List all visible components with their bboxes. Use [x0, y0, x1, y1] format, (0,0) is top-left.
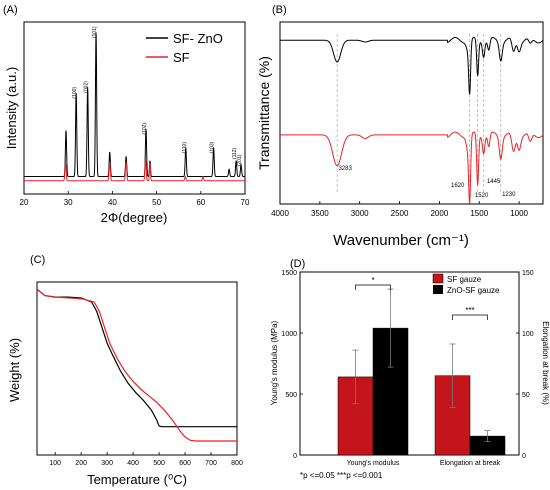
- panel-c-curves: [36, 288, 237, 442]
- x-category-label: Elongation at break: [440, 460, 501, 467]
- y2-tick-label: 150: [522, 270, 534, 277]
- band-label: 1520: [475, 193, 489, 199]
- panel-a-annotations: (100) (002) (101) (102) (110) (103) (112)(201): [72, 26, 243, 166]
- panel-a-legend: SF- ZnO SF: [146, 31, 223, 65]
- peak-annotation: (110): [182, 142, 188, 154]
- panel-d-ylabel: Young's modulus (MPa): [270, 320, 279, 405]
- y-tick-label: 0: [293, 453, 297, 460]
- x-tick-label: 2500: [391, 209, 409, 218]
- panel-d-significance: ****: [355, 276, 488, 320]
- significance-marker: ***: [465, 306, 474, 315]
- x-tick-label: 300: [101, 460, 113, 467]
- series-line-sf: [36, 288, 237, 442]
- panel-b-annotations: 3283 1620 1520 1445 1230: [338, 166, 516, 199]
- band-label: 1620: [451, 183, 465, 189]
- panel-a-ticks: 20 30 40 50 60 70: [20, 191, 250, 207]
- panel-d-bars: Young's modulus Elongation at break: [337, 288, 506, 467]
- peak-annotation: (201): [237, 154, 243, 166]
- panel-c-ylabel: Weight (%): [7, 338, 22, 402]
- panel-d: (D) 0 500 1000 1500 0 50 100 150 Young's modulu…: [270, 258, 550, 480]
- legend-swatch-sf-gauze: [432, 273, 444, 284]
- x-tick-label: 100: [49, 460, 61, 467]
- peak-annotation: (002): [84, 81, 90, 93]
- y-tick-label: 500: [285, 392, 297, 399]
- x-tick-label: 700: [205, 460, 217, 467]
- panel-b-frame: [279, 21, 544, 205]
- panel-a: (A) 20 30 40 50 60 70 (100) (002) (101) (102) (11…: [3, 4, 250, 225]
- y-tick-label: 1500: [281, 270, 297, 277]
- panel-d-y2label: Elongation at break (%): [541, 321, 550, 405]
- x-tick-label: 20: [20, 198, 29, 207]
- panel-a-xlabel: 2Φ(degree): [101, 210, 168, 225]
- series-line-sf: [280, 131, 544, 204]
- x-tick-label: 600: [179, 460, 191, 467]
- panel-d-frame: [299, 271, 520, 456]
- legend-label-sf-zno: SF- ZnO: [173, 31, 223, 46]
- panel-b-ticks: 4000 3500 3000 2500 2000 1500 1000: [271, 201, 529, 218]
- significance-bracket: [452, 314, 488, 320]
- panel-a-ylabel: Intensity (a.u.): [4, 67, 19, 149]
- peak-annotation: (100): [72, 87, 78, 99]
- significance-marker: *: [371, 276, 374, 285]
- panel-c-label: (C): [30, 254, 45, 266]
- panel-b-label: (B): [272, 4, 287, 16]
- y2-tick-label: 50: [522, 392, 530, 399]
- peak-annotation: (102): [142, 123, 148, 135]
- panel-d-footnote: *p <=0.05 ***p <=0.001: [300, 471, 383, 480]
- x-tick-label: 4000: [271, 209, 289, 218]
- panel-a-curves: [24, 32, 245, 182]
- x-tick-label: 200: [75, 460, 87, 467]
- x-tick-label: 800: [231, 460, 243, 467]
- band-label: 1445: [487, 179, 501, 185]
- x-tick-label: 1000: [510, 209, 528, 218]
- panel-c-xlabel: Temperature (⁰C): [87, 472, 187, 487]
- legend-label-sf-gauze: SF gauze: [447, 275, 482, 284]
- band-label: 1230: [502, 192, 516, 198]
- legend-label-zno-sf-gauze: ZnO-SF gauze: [447, 286, 500, 295]
- peak-annotation: (101): [92, 26, 98, 38]
- x-tick-label: 30: [64, 198, 73, 207]
- x-tick-label: 40: [108, 198, 117, 207]
- panel-d-legend: SF gauze ZnO-SF gauze: [432, 273, 500, 295]
- x-tick-label: 1500: [470, 209, 488, 218]
- panel-a-frame: [23, 21, 246, 195]
- panel-d-ticks: 0 500 1000 1500 0 50 100 150: [281, 270, 533, 460]
- legend-label-sf: SF: [173, 50, 190, 65]
- legend-swatch-zno-sf-gauze: [433, 285, 443, 294]
- panel-b-ylabel: Transmittance (%): [256, 56, 272, 170]
- x-category-label: Young's modulus: [347, 460, 400, 467]
- panel-b-xlabel: Wavenumber (cm⁻¹): [333, 232, 469, 249]
- x-tick-label: 3000: [351, 209, 369, 218]
- y2-tick-label: 100: [522, 331, 534, 338]
- x-tick-label: 2000: [430, 209, 448, 218]
- peak-annotation: (112): [232, 147, 238, 159]
- panel-b-curves: [280, 36, 544, 204]
- series-line-sf-zno: [36, 288, 237, 428]
- series-line-sf: [24, 159, 245, 182]
- significance-bracket: [355, 284, 391, 290]
- panel-a-label: (A): [3, 4, 18, 16]
- x-tick-label: 3500: [311, 209, 329, 218]
- x-tick-label: 60: [196, 198, 205, 207]
- panel-c: (C) 100 200 300 400 500 600 700 800 Weight (%) …: [7, 254, 243, 487]
- panel-d-label: (D): [290, 258, 305, 270]
- y2-tick-label: 0: [522, 453, 526, 460]
- x-tick-label: 70: [241, 198, 250, 207]
- band-label: 3283: [338, 166, 352, 172]
- x-tick-label: 500: [153, 460, 165, 467]
- x-tick-label: 50: [152, 198, 161, 207]
- series-line-sf-zno: [24, 32, 245, 177]
- x-tick-label: 400: [127, 460, 139, 467]
- series-line-sf-zno: [280, 36, 544, 95]
- panel-c-frame: [36, 281, 238, 456]
- y-tick-label: 1000: [281, 331, 297, 338]
- peak-annotation: (103): [210, 141, 216, 153]
- panel-c-ticks: 100 200 300 400 500 600 700 800: [49, 452, 243, 467]
- panel-b: (B) 4000 3500 3000 2500 2000 1500 1000 3283 162…: [256, 4, 544, 249]
